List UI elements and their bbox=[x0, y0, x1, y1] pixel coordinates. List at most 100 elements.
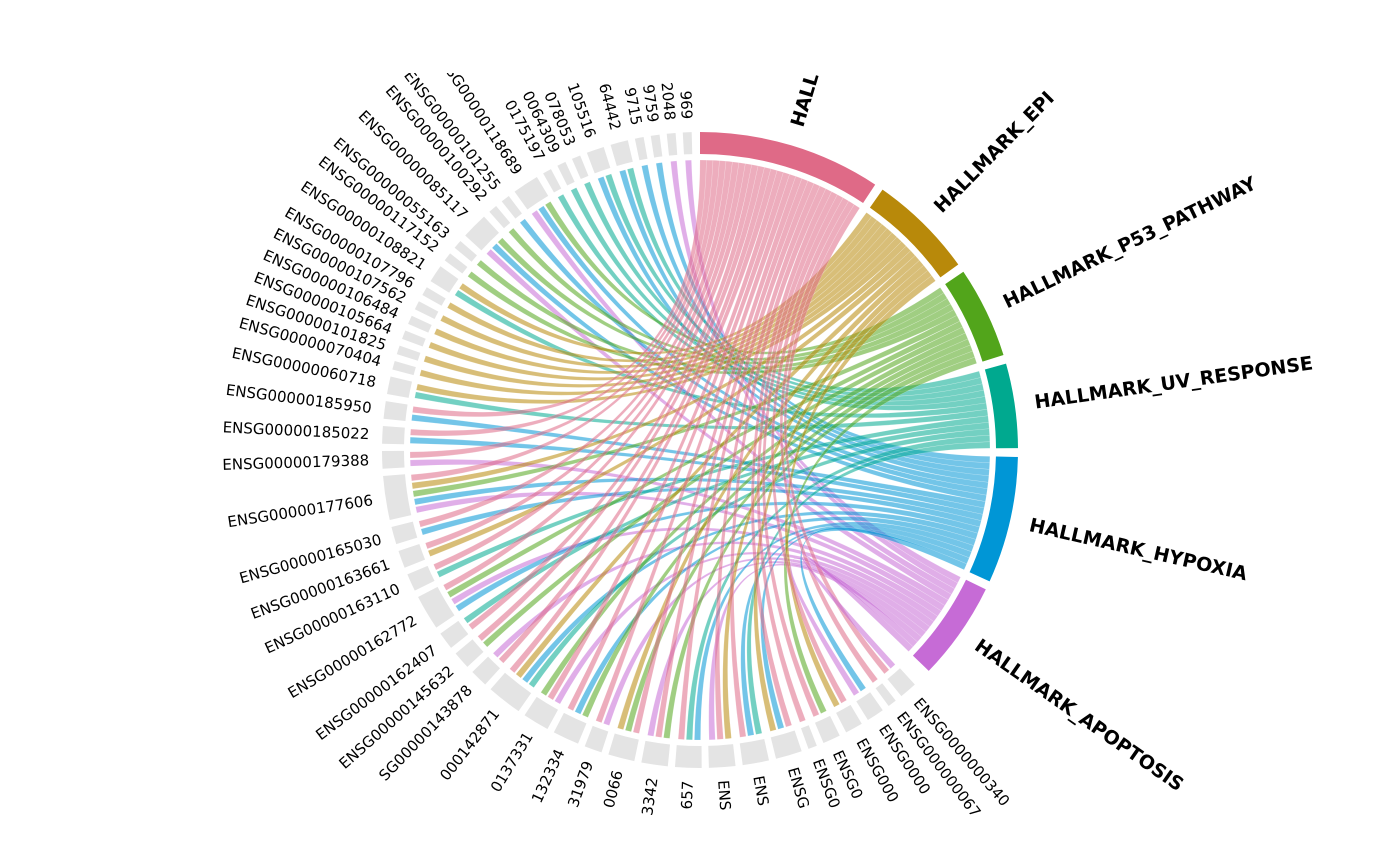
gene-segment bbox=[856, 692, 883, 721]
chord-ribbon bbox=[770, 197, 849, 704]
chord-ribbon bbox=[729, 185, 827, 738]
chord-ribbon bbox=[677, 180, 815, 740]
gene-segment bbox=[524, 696, 558, 730]
chord-ribbon bbox=[750, 188, 832, 728]
gene-segment bbox=[584, 725, 609, 753]
gene-segment bbox=[770, 730, 802, 759]
gene-label: 64442 bbox=[595, 81, 625, 132]
chord-ribbon bbox=[595, 174, 796, 723]
chord-ribbon bbox=[433, 224, 888, 375]
chord-ribbon bbox=[433, 162, 746, 571]
chord-ribbon bbox=[443, 163, 752, 591]
chord-ribbon bbox=[762, 194, 844, 718]
chord-ribbon bbox=[427, 250, 916, 557]
gene-label: ENSG bbox=[784, 765, 813, 810]
chord-ribbon bbox=[632, 176, 803, 734]
chord-ribbon bbox=[476, 259, 954, 371]
chord-ribbon bbox=[625, 344, 973, 732]
gene-label: ENS bbox=[714, 780, 734, 811]
hallmark-segment bbox=[700, 132, 876, 203]
chord-ribbon bbox=[708, 563, 922, 741]
gene-label: 2048 bbox=[658, 82, 679, 122]
gene-label: ENSG00000177606 bbox=[226, 491, 374, 531]
gene-segment bbox=[708, 744, 736, 768]
gene-segment bbox=[382, 450, 405, 469]
gene-label: ENSG00000179388 bbox=[222, 451, 369, 474]
chord-ribbon bbox=[515, 255, 920, 679]
gene-label: ENS bbox=[749, 774, 772, 807]
chord-ribbon bbox=[418, 161, 733, 528]
gene-segment bbox=[422, 287, 446, 306]
gene-segment bbox=[408, 315, 432, 333]
chord-ribbon bbox=[447, 320, 963, 598]
gene-segment bbox=[682, 132, 693, 155]
hallmark-segment bbox=[912, 579, 986, 671]
gene-segment bbox=[455, 639, 484, 667]
gene-segment bbox=[543, 169, 562, 193]
gene-segment bbox=[382, 425, 405, 445]
chord-ribbon bbox=[447, 216, 878, 363]
gene-segment bbox=[608, 733, 639, 762]
gene-segment bbox=[490, 672, 532, 712]
gene-label: 0066 bbox=[600, 768, 627, 809]
hallmark-segment bbox=[984, 363, 1018, 449]
chord-ribbon bbox=[410, 159, 714, 437]
gene-label: 0137331 bbox=[487, 729, 537, 796]
gene-segment bbox=[418, 586, 455, 628]
chord-ribbons bbox=[409, 159, 991, 741]
gene-segment bbox=[407, 565, 435, 591]
gene-segment bbox=[875, 683, 896, 707]
gene-segment bbox=[391, 521, 418, 545]
chord-ribbon bbox=[436, 415, 989, 578]
gene-segment bbox=[392, 360, 416, 376]
gene-label: 3342 bbox=[638, 776, 661, 816]
hallmark-label: HALLMARK_APOPTOSIS bbox=[971, 635, 1188, 796]
chord-ribbon bbox=[544, 201, 944, 355]
gene-segment bbox=[553, 712, 587, 744]
gene-segment bbox=[402, 330, 426, 347]
gene-segment bbox=[472, 656, 501, 685]
chord-ribbon bbox=[714, 183, 821, 740]
gene-segment bbox=[800, 725, 817, 749]
gene-segment bbox=[836, 704, 862, 733]
chord-ribbon bbox=[509, 168, 778, 674]
gene-label: 31979 bbox=[564, 759, 597, 810]
gene-segment bbox=[501, 195, 522, 219]
gene-segment bbox=[814, 715, 840, 744]
gene-segment bbox=[489, 205, 511, 229]
gene-segment bbox=[383, 474, 412, 520]
chord-ribbon bbox=[428, 228, 893, 381]
gene-segment bbox=[398, 544, 426, 568]
chord-ribbon bbox=[567, 172, 790, 711]
chord-ribbon bbox=[477, 165, 765, 642]
chord-ribbon bbox=[419, 236, 902, 396]
chord-ribbon bbox=[756, 191, 838, 723]
chord-ribbon bbox=[760, 527, 970, 730]
chord-ribbon bbox=[412, 159, 707, 417]
chord-segments bbox=[382, 132, 1018, 769]
hallmark-segment bbox=[869, 189, 959, 278]
gene-segment bbox=[430, 266, 459, 293]
hallmark-label: HALLMARK_P53_PATHWAY bbox=[1000, 172, 1260, 313]
gene-segment bbox=[454, 240, 477, 262]
gene-segment bbox=[386, 376, 412, 398]
chord-ribbon bbox=[498, 167, 772, 664]
chord-ribbon bbox=[425, 161, 740, 550]
gene-segment bbox=[641, 740, 671, 767]
gene-segment bbox=[666, 132, 678, 156]
gene-segment bbox=[739, 738, 770, 766]
chord-ribbon bbox=[722, 265, 928, 740]
chord-ribbon bbox=[655, 178, 809, 738]
gene-segment bbox=[586, 146, 611, 174]
gene-segment bbox=[444, 253, 468, 274]
gene-segment bbox=[514, 177, 549, 210]
gene-segment bbox=[634, 137, 648, 161]
hallmark-label: HALL bbox=[787, 71, 824, 130]
gene-segment bbox=[650, 134, 663, 158]
gene-segment bbox=[610, 140, 633, 166]
chord-ribbon bbox=[412, 315, 961, 498]
gene-segment bbox=[557, 161, 575, 186]
hallmark-label: HALLMARK_HYPOXIA bbox=[1027, 514, 1249, 585]
gene-segment bbox=[414, 301, 439, 319]
gene-label: 657 bbox=[678, 780, 697, 809]
